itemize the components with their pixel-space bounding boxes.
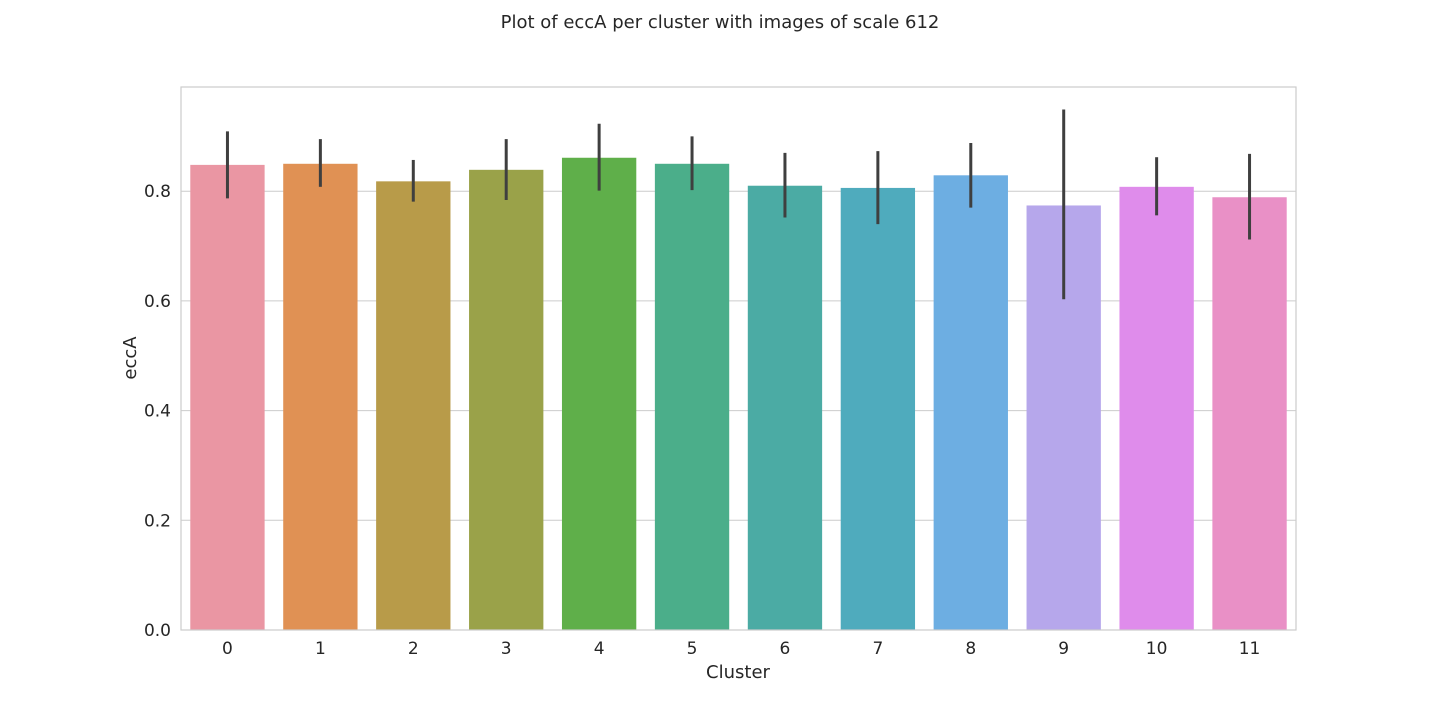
x-axis-label: Cluster [706,662,770,683]
x-tick-label: 1 [315,639,326,659]
y-tick-label: 0.0 [144,621,171,641]
x-tick-label: 7 [872,639,883,659]
x-tick-label: 0 [222,639,233,659]
chart-title: Plot of eccA per cluster with images of … [501,12,940,33]
y-axis-label: eccA [120,336,141,380]
x-tick-label: 10 [1146,639,1168,659]
bar-series [190,157,1287,631]
x-tick-label: 9 [1058,639,1069,659]
bar-cluster-3 [469,169,544,630]
bar-cluster-7 [840,187,916,631]
x-tick-label: 11 [1239,639,1261,659]
y-axis-ticks: 0.0 0.2 0.4 0.6 0.8 [144,182,171,641]
y-tick-label: 0.6 [144,292,171,312]
bar-cluster-2 [376,181,451,630]
bar-cluster-11 [1212,197,1287,630]
bar-cluster-0 [190,164,265,631]
plot-area [180,86,1297,631]
plot-background [181,87,1296,630]
bar-cluster-6 [747,185,823,630]
x-tick-label: 2 [408,639,419,659]
x-tick-label: 3 [501,639,512,659]
bar-cluster-10 [1119,186,1194,630]
bar-cluster-4 [561,157,637,630]
x-tick-label: 8 [965,639,976,659]
x-tick-label: 5 [687,639,698,659]
bar-cluster-1 [283,163,358,630]
bar-cluster-5 [654,163,730,630]
y-tick-label: 0.4 [144,402,171,422]
plot-frame [180,86,1297,631]
y-tick-label: 0.8 [144,182,171,202]
y-tick-label: 0.2 [144,511,171,531]
bar-cluster-8 [933,175,1008,630]
x-tick-label: 4 [594,639,605,659]
error-bars [225,109,1252,300]
x-axis-ticks: 0 1 2 3 4 5 6 7 8 9 10 11 [222,639,1260,659]
x-tick-label: 6 [780,639,791,659]
